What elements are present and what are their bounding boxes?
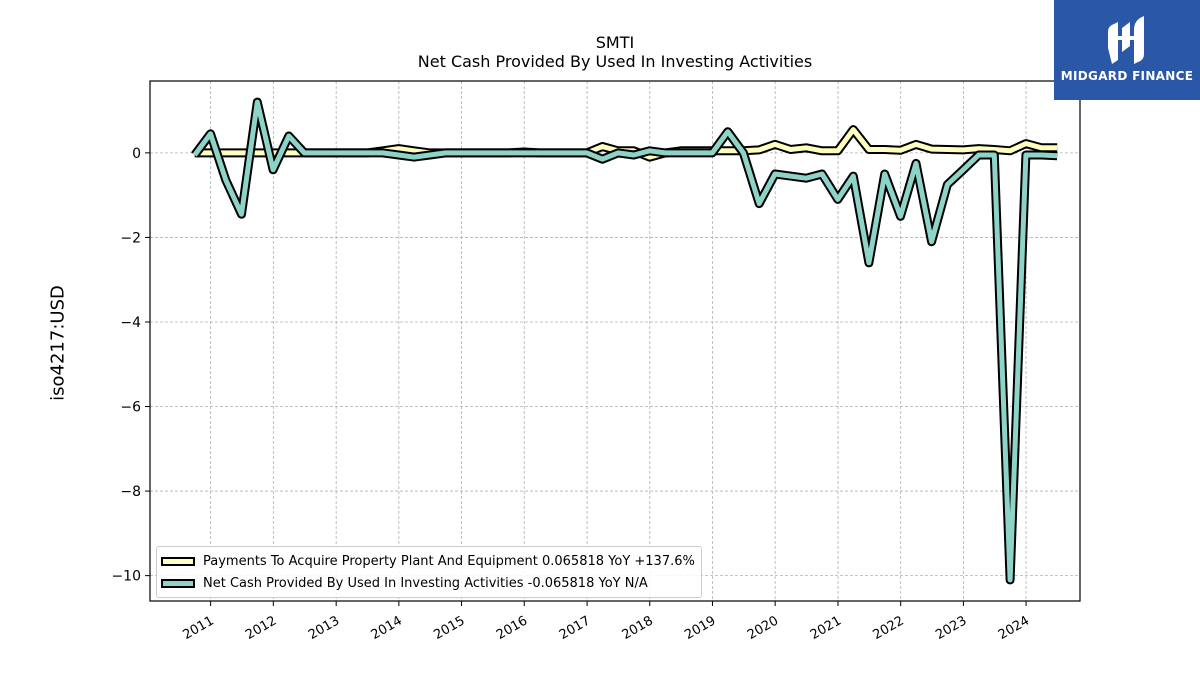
y-tick-label: −2 (120, 230, 141, 246)
x-tick-label: 2019 (682, 613, 718, 643)
x-tick-label: 2018 (620, 613, 656, 643)
legend-swatch-netcash (161, 578, 195, 588)
y-tick-label: −4 (120, 315, 141, 331)
midgard-logo-icon (1108, 16, 1144, 64)
y-tick-label: 0 (132, 146, 141, 162)
x-tick-label: 2014 (369, 613, 405, 643)
legend-label-netcash: Net Cash Provided By Used In Investing A… (203, 575, 648, 591)
x-tick-label: 2012 (243, 613, 279, 643)
chart-title-line1: SMTI (595, 33, 635, 52)
legend-swatch-payments (161, 556, 195, 566)
y-tick-label: −10 (111, 569, 141, 585)
y-tick-label: −8 (120, 484, 141, 500)
y-tick-label: −6 (120, 400, 141, 416)
x-tick-label: 2023 (933, 613, 969, 643)
x-tick-label: 2017 (557, 613, 593, 643)
series-line-netcash (192, 99, 1058, 583)
x-tick-label: 2011 (180, 613, 216, 643)
legend-item-payments: Payments To Acquire Property Plant And E… (161, 550, 695, 572)
x-tick-label: 2013 (306, 613, 342, 643)
x-tick-label: 2020 (745, 613, 781, 643)
x-tick-label: 2021 (808, 613, 844, 643)
legend: Payments To Acquire Property Plant And E… (156, 546, 702, 598)
x-tick-label: 2022 (871, 613, 907, 643)
x-tick-label: 2024 (996, 613, 1032, 643)
x-tick-label: 2016 (494, 613, 530, 643)
logo-text: MIDGARD FINANCE (1060, 69, 1194, 83)
axes-frame (149, 80, 1081, 602)
chart-title-line2: Net Cash Provided By Used In Investing A… (417, 52, 813, 71)
legend-label-payments: Payments To Acquire Property Plant And E… (203, 553, 695, 569)
plot-area (150, 81, 1080, 601)
midgard-logo: MIDGARD FINANCE (1054, 0, 1200, 100)
x-tick-label: 2015 (431, 613, 467, 643)
legend-item-netcash: Net Cash Provided By Used In Investing A… (161, 572, 695, 594)
